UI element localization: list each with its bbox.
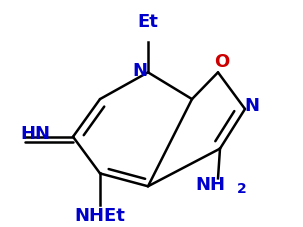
Text: O: O <box>215 53 230 72</box>
Text: HN: HN <box>20 125 50 143</box>
Text: NH: NH <box>195 176 225 194</box>
Text: Et: Et <box>138 13 158 31</box>
Text: N: N <box>132 62 148 80</box>
Text: 2: 2 <box>237 182 247 196</box>
Text: N: N <box>245 97 259 115</box>
Text: NHEt: NHEt <box>75 207 125 225</box>
